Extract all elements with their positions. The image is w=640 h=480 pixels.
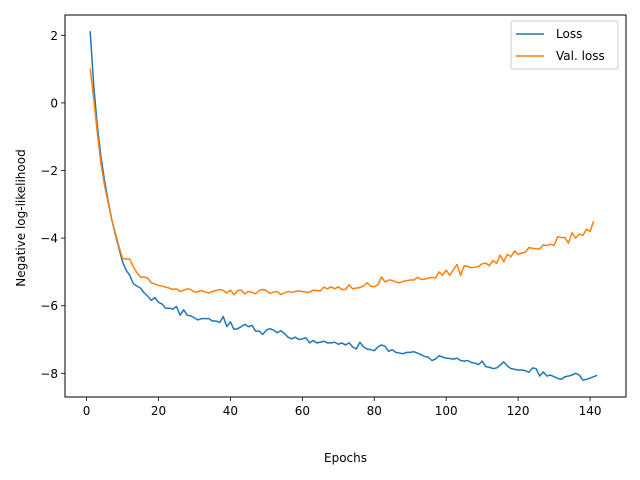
y-axis-label: Negative log-likelihood	[14, 149, 28, 286]
x-tick-label: 0	[83, 404, 91, 418]
y-tick-label: 0	[50, 96, 58, 110]
x-tick-label: 80	[367, 404, 382, 418]
y-tick-label: −8	[40, 367, 58, 381]
y-tick-label: −4	[40, 232, 58, 246]
legend-box	[510, 20, 619, 70]
y-tick-label: −6	[40, 299, 58, 313]
series-line-loss	[89, 31, 598, 381]
x-axis: 0 20 40 60 80 100 120 140	[83, 397, 602, 418]
x-tick-label: 60	[295, 404, 310, 418]
x-tick-label: 120	[507, 404, 530, 418]
series-layer	[89, 31, 598, 381]
y-tick-label: 2	[50, 29, 58, 43]
legend-label-val-loss: Val. loss	[556, 49, 605, 63]
x-tick-label: 20	[151, 404, 166, 418]
x-tick-label: 40	[223, 404, 238, 418]
plot-area	[65, 15, 626, 397]
y-axis: 2 0 −2 −4 −6 −8	[40, 29, 65, 381]
plot-frame	[64, 14, 627, 398]
x-tick-label: 140	[579, 404, 602, 418]
x-tick-label: 100	[435, 404, 458, 418]
legend-label-loss: Loss	[556, 27, 582, 41]
x-axis-label: Epochs	[324, 451, 367, 465]
series-line-val-loss	[89, 68, 595, 296]
legend: Loss Val. loss	[510, 20, 619, 70]
y-tick-label: −2	[40, 164, 58, 178]
